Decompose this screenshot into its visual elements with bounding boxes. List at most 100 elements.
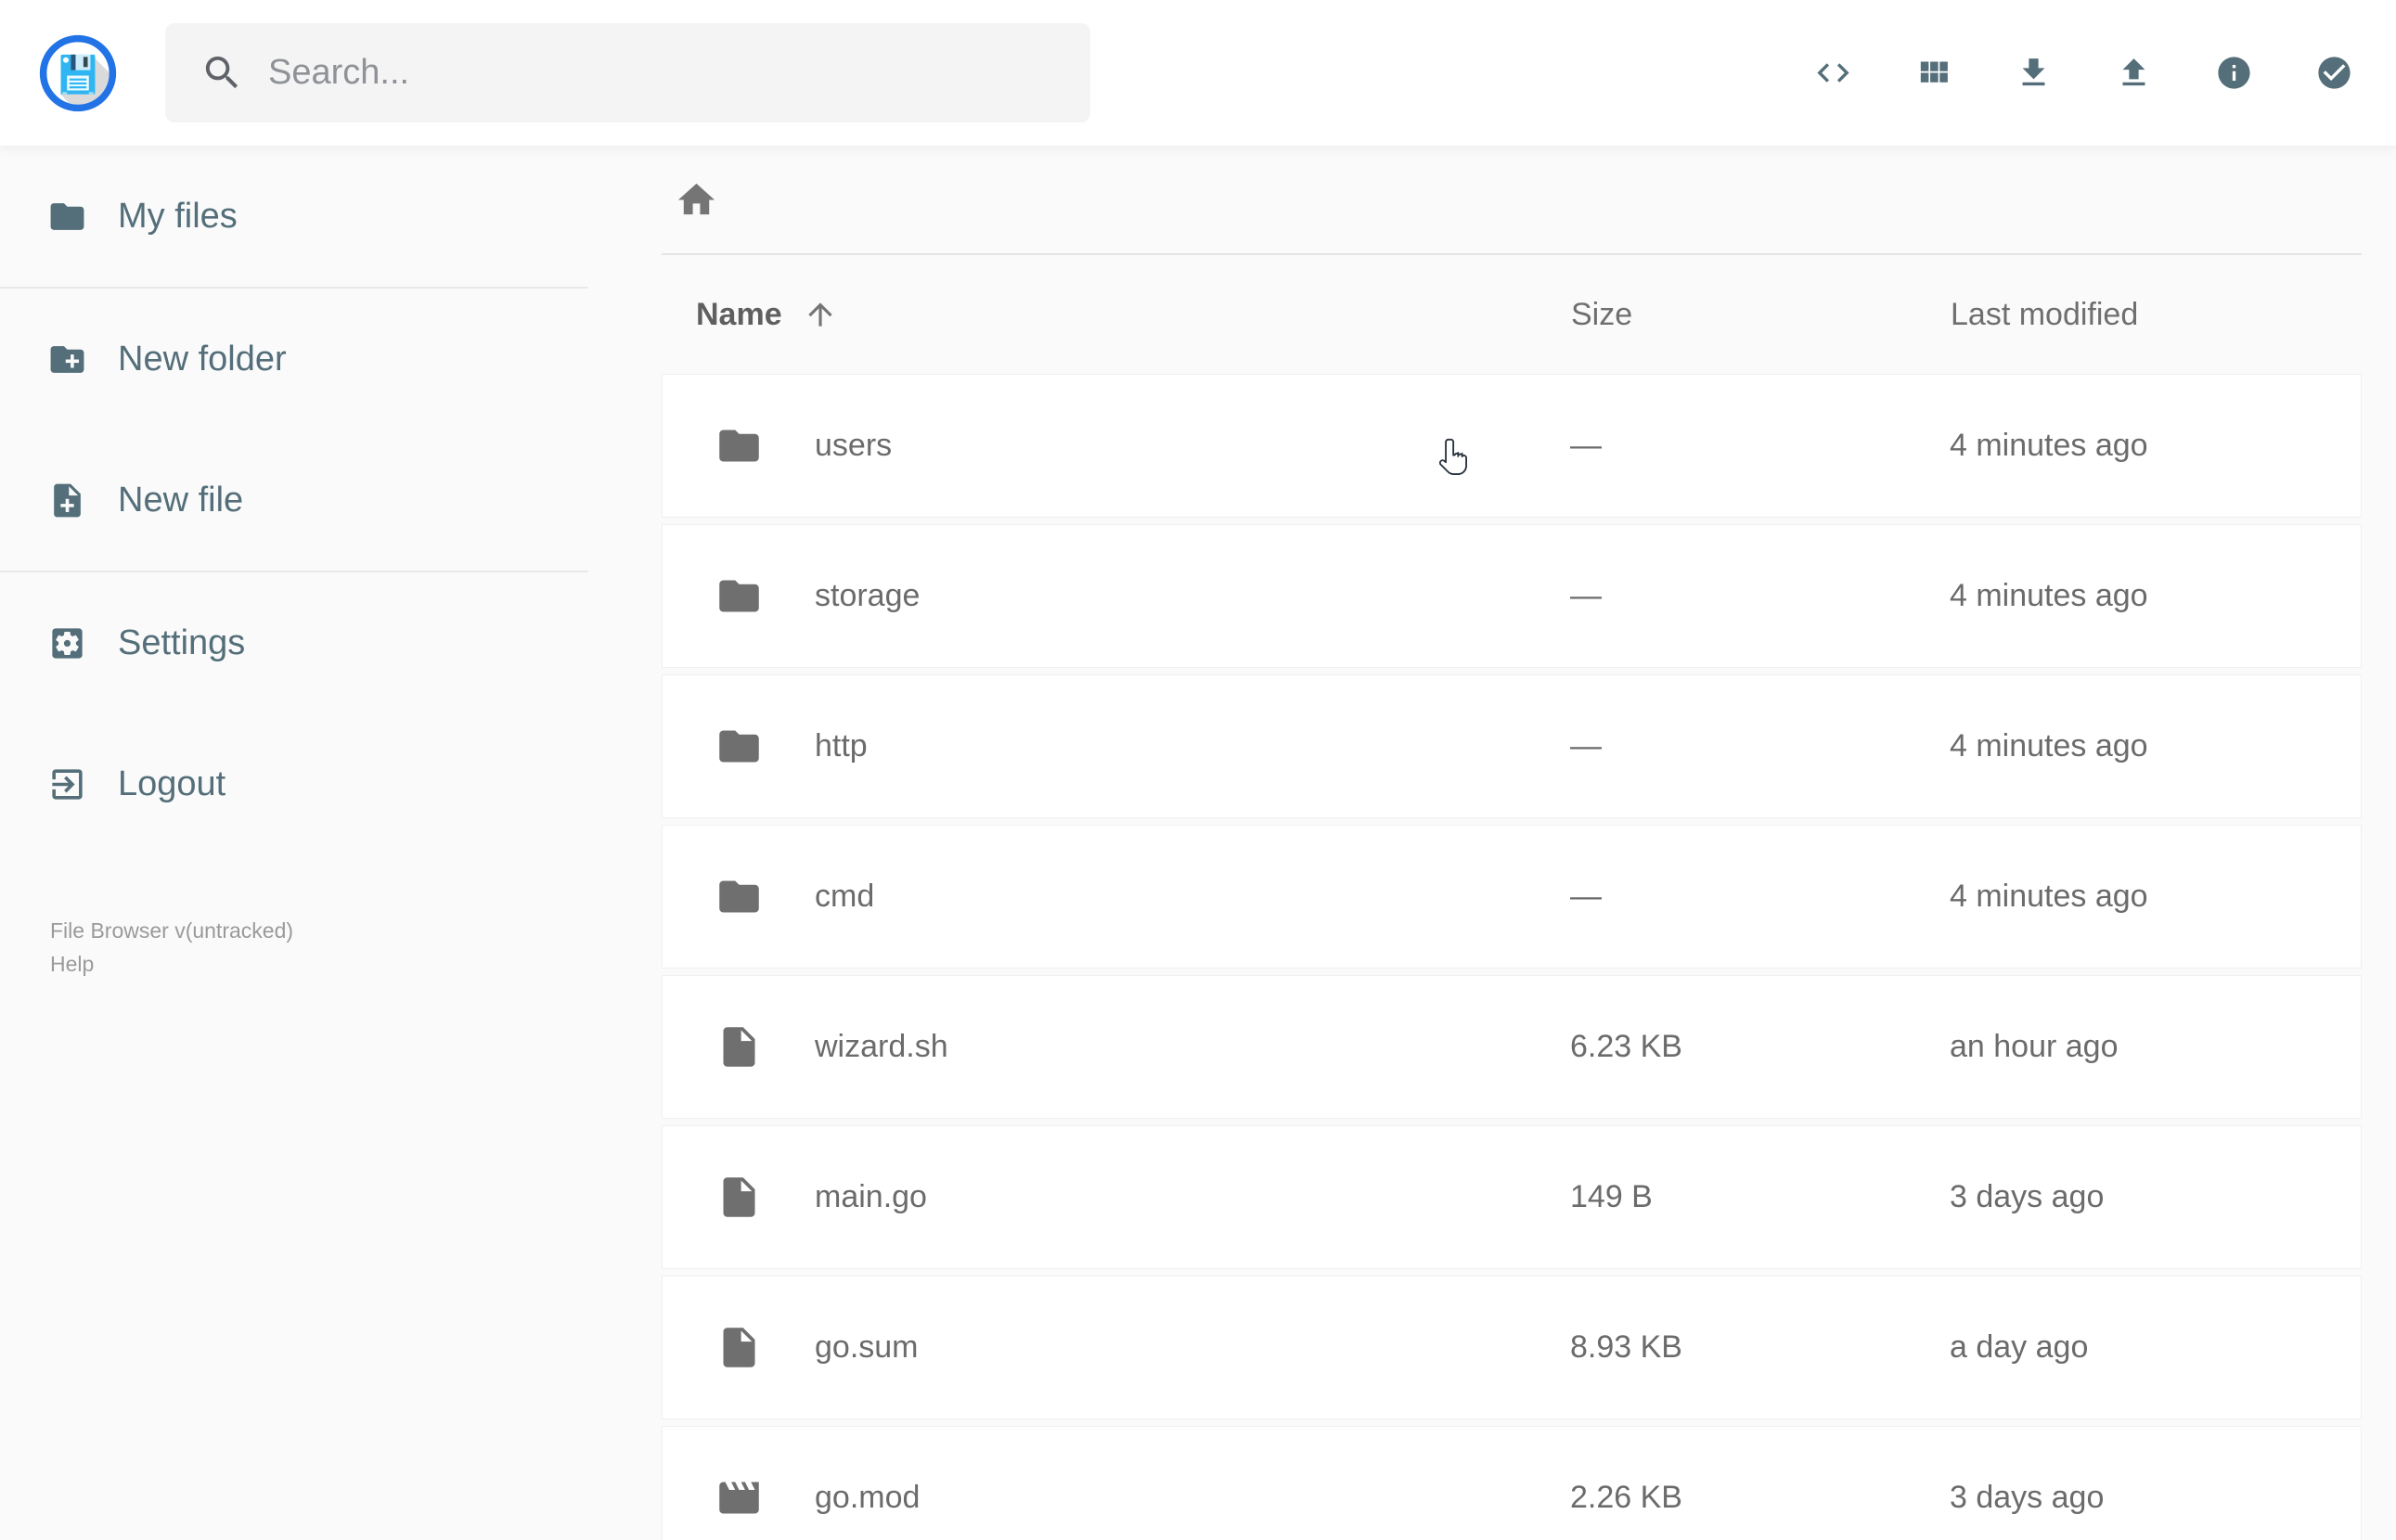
file-list: users — 4 minutes ago storage — 4 minute… [662, 374, 2362, 1540]
search-icon [205, 56, 238, 89]
file-modified: a day ago [1950, 1329, 2089, 1365]
file-modified: 4 minutes ago [1950, 728, 2148, 764]
file-name: storage [815, 578, 921, 613]
file-size: 6.23 KB [1570, 1029, 1682, 1064]
sidebar-item-label: Settings [118, 622, 246, 662]
sidebar-item-label: New folder [118, 339, 287, 379]
folder-icon [50, 202, 84, 230]
column-header-size[interactable]: Size [1571, 296, 1633, 332]
info-icon [2218, 57, 2250, 89]
name-cell: main.go [663, 1174, 1570, 1221]
select-all-button[interactable] [2315, 54, 2353, 92]
table-row[interactable]: go.mod 2.26 KB 3 days ago [662, 1426, 2362, 1540]
sidebar-item-label: My files [118, 196, 238, 236]
upload-button[interactable] [2115, 54, 2153, 92]
column-header-name-label: Name [696, 296, 782, 332]
file-modified: 3 days ago [1950, 1179, 2105, 1214]
search-box [165, 23, 1090, 122]
grid-view-icon [1920, 61, 1948, 83]
home-button[interactable] [675, 178, 718, 222]
folder-icon [715, 723, 763, 770]
table-row[interactable]: wizard.sh 6.23 KB an hour ago [662, 975, 2362, 1119]
new-file-icon [54, 483, 81, 517]
file-size: — [1570, 428, 1602, 463]
sidebar-item-settings[interactable]: Settings [0, 572, 588, 713]
name-cell: storage [663, 572, 1570, 620]
name-cell: wizard.sh [663, 1023, 1570, 1071]
sidebar-footer: File Browser v(untracked) Help [0, 914, 588, 981]
file-modified: 4 minutes ago [1950, 578, 2148, 613]
table-row[interactable]: storage — 4 minutes ago [662, 524, 2362, 668]
sort-ascending-icon [807, 302, 832, 327]
grid-view-button[interactable] [1914, 54, 1952, 92]
main-content: Name Size Last modified users — 4 minute… [588, 146, 2396, 1540]
table-row[interactable]: main.go 149 B 3 days ago [662, 1125, 2362, 1269]
home-icon [677, 183, 715, 214]
toolbar-actions [1814, 54, 2353, 92]
folder-icon [715, 873, 763, 920]
file-size: — [1570, 879, 1602, 914]
file-icon [715, 1324, 763, 1371]
sidebar-item-label: New file [118, 480, 244, 520]
file-name: wizard.sh [815, 1029, 948, 1064]
app-version: File Browser v(untracked) [50, 918, 294, 943]
select-all-icon [2318, 57, 2351, 89]
folder-icon [715, 572, 763, 620]
file-size: — [1570, 578, 1602, 613]
file-icon [715, 1174, 763, 1221]
file-size: — [1570, 728, 1602, 764]
info-button[interactable] [2215, 54, 2253, 92]
file-name: go.mod [815, 1480, 921, 1515]
file-video-icon [715, 1474, 763, 1521]
file-modified: 4 minutes ago [1950, 428, 2148, 463]
folder-icon [715, 422, 763, 469]
file-modified: 4 minutes ago [1950, 879, 2148, 914]
table-row[interactable]: go.sum 8.93 KB a day ago [662, 1276, 2362, 1419]
filebrowser-logo-icon[interactable] [39, 34, 117, 112]
sidebar-item-logout[interactable]: Logout [0, 713, 588, 854]
column-header-name[interactable]: Name [662, 297, 1571, 333]
column-header-modified[interactable]: Last modified [1951, 296, 2139, 332]
file-size: 8.93 KB [1570, 1329, 1682, 1365]
download-button[interactable] [2015, 54, 2053, 92]
breadcrumb [588, 146, 2396, 253]
table-row[interactable]: cmd — 4 minutes ago [662, 825, 2362, 969]
code-icon [1817, 63, 1849, 83]
help-link[interactable]: Help [50, 952, 95, 976]
upload-icon [2122, 58, 2145, 86]
file-name: cmd [815, 879, 875, 914]
file-size: 2.26 KB [1570, 1480, 1682, 1515]
file-size: 149 B [1570, 1179, 1653, 1214]
settings-icon [52, 627, 83, 659]
search-input[interactable] [268, 53, 1029, 93]
table-row[interactable]: http — 4 minutes ago [662, 674, 2362, 818]
breadcrumb-divider [662, 253, 2362, 255]
file-name: users [815, 428, 893, 463]
file-modified: an hour ago [1950, 1029, 2119, 1064]
name-cell: users [663, 422, 1570, 469]
sidebar-item-new-folder[interactable]: New folder [0, 289, 588, 430]
new-folder-icon [50, 345, 84, 373]
sidebar-divider [0, 287, 588, 289]
sidebar-item-label: Logout [118, 764, 226, 803]
sidebar-item-new-file[interactable]: New file [0, 430, 588, 571]
top-bar [0, 0, 2396, 146]
name-cell: go.mod [663, 1474, 1570, 1521]
file-modified: 3 days ago [1950, 1480, 2105, 1515]
file-name: http [815, 728, 868, 764]
sidebar-item-my-files[interactable]: My files [0, 146, 588, 287]
raw-view-button[interactable] [1814, 54, 1852, 92]
logout-icon [52, 768, 83, 800]
name-cell: go.sum [663, 1324, 1570, 1371]
listing-header: Name Size Last modified [662, 255, 2362, 374]
file-name: main.go [815, 1179, 927, 1214]
sidebar: My files New folder New file Settings Lo… [0, 146, 588, 1540]
sidebar-divider [0, 571, 588, 572]
name-cell: http [663, 723, 1570, 770]
download-icon [2022, 58, 2045, 86]
table-row[interactable]: users — 4 minutes ago [662, 374, 2362, 518]
file-icon [715, 1023, 763, 1071]
file-name: go.sum [815, 1329, 919, 1365]
name-cell: cmd [663, 873, 1570, 920]
